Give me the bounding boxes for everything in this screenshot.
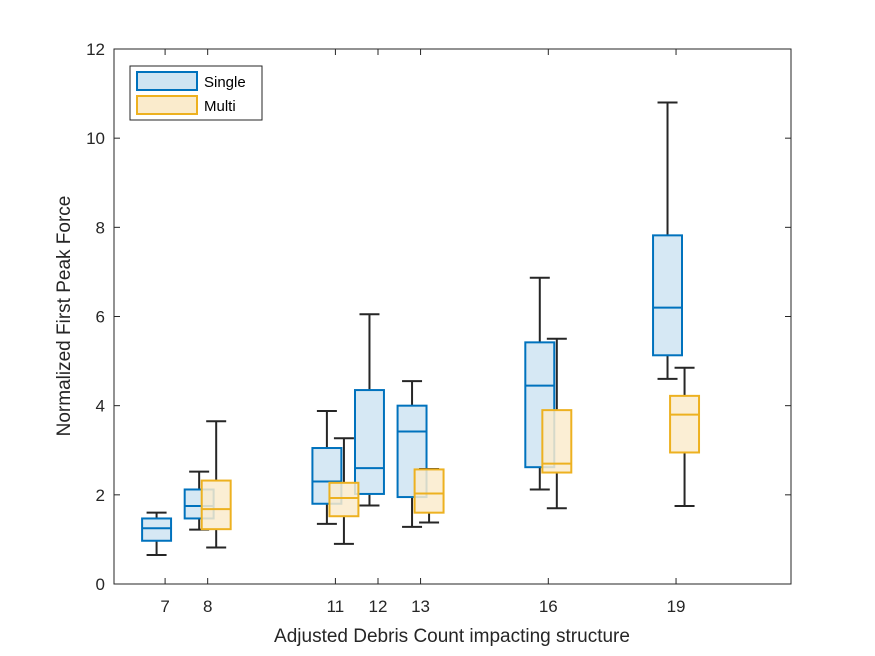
boxes-layer: [141, 101, 701, 557]
axes-layer: 0 2 4 6 8 10 12 7 8 11 12 13 16 19: [86, 40, 792, 616]
box-multi-4: [669, 366, 701, 507]
y-tick-label: 8: [96, 218, 105, 237]
legend-swatch-multi: [136, 95, 198, 115]
y-tick-label: 12: [86, 40, 105, 59]
x-tick-label: 11: [327, 597, 345, 616]
box-single-5: [524, 276, 556, 491]
box-multi-2: [413, 467, 445, 524]
y-tick-label: 2: [96, 486, 105, 505]
x-tick-label: 19: [667, 597, 686, 616]
legend-swatch-single: [136, 71, 198, 91]
y-tick-label: 10: [86, 129, 105, 148]
box-iqr: [669, 394, 701, 454]
legend-label-multi: Multi: [204, 98, 236, 115]
box-iqr: [328, 481, 360, 518]
box-single-0: [141, 511, 173, 557]
box-iqr: [524, 341, 556, 469]
box-multi-1: [328, 437, 360, 545]
box-iqr: [200, 479, 232, 531]
y-tick-label: 0: [96, 575, 105, 594]
box-iqr: [353, 389, 385, 495]
y-tick-label: 4: [96, 397, 105, 416]
x-tick-label: 8: [203, 597, 212, 616]
legend-label-single: Single: [204, 74, 246, 91]
x-tick-label: 13: [411, 597, 430, 616]
box-multi-0: [200, 420, 232, 549]
box-multi-3: [541, 337, 573, 510]
box-iqr: [141, 517, 173, 542]
x-tick-label: 7: [160, 597, 169, 616]
x-axis-label: Adjusted Debris Count impacting structur…: [274, 626, 630, 647]
box-iqr: [413, 468, 445, 514]
x-tick-label: 16: [539, 597, 558, 616]
legend: Single Multi: [129, 65, 263, 121]
x-tick-label: 12: [369, 597, 388, 616]
box-iqr: [652, 234, 683, 357]
y-axis-label: Normalized First Peak Force: [54, 196, 75, 437]
box-single-6: [652, 101, 683, 380]
y-tick-label: 6: [96, 308, 105, 327]
box-single-3: [353, 313, 385, 507]
box-iqr: [541, 409, 573, 474]
